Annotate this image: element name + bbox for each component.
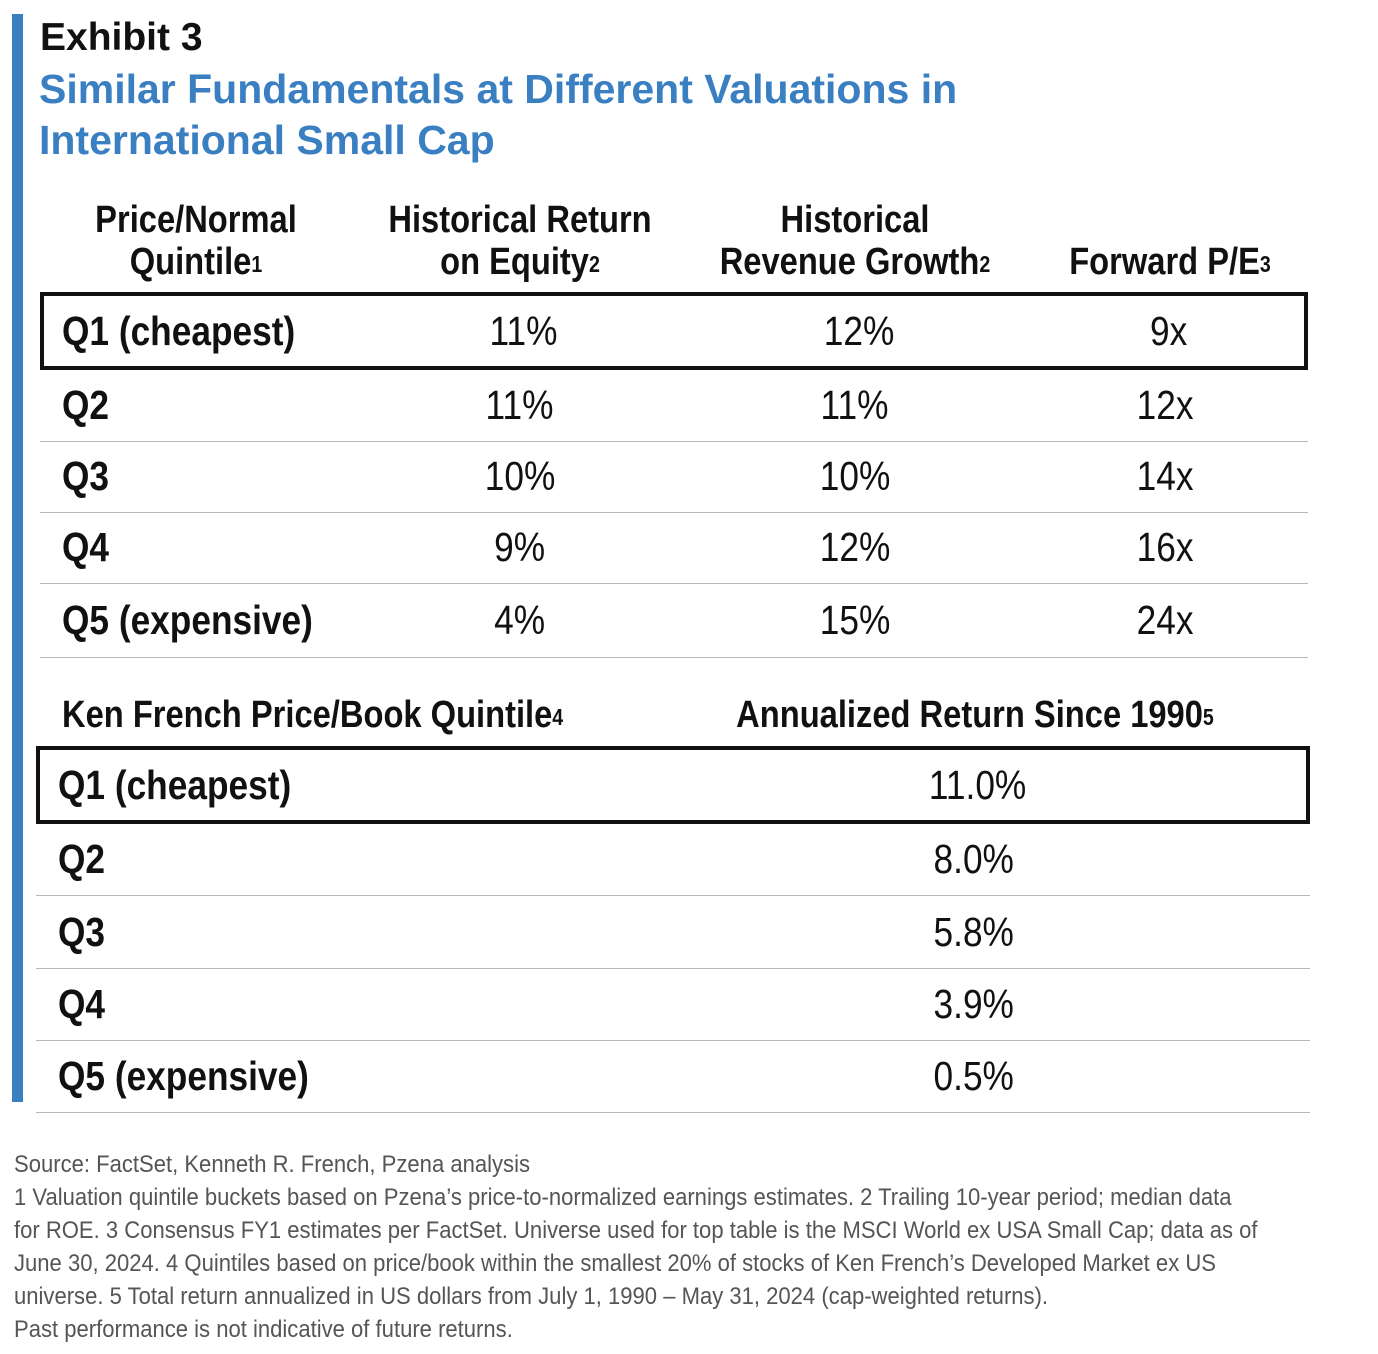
row-label: Q5 (expensive)	[62, 596, 313, 643]
table1-row-q3: Q3 10% 10% 14x	[40, 440, 1308, 513]
roe-value: 4%	[494, 596, 546, 643]
footnotes: Source: FactSet, Kenneth R. French, Pzen…	[14, 1148, 1364, 1346]
footnote-marker: 5	[1202, 704, 1214, 730]
header-line: Historical Return	[388, 199, 652, 241]
footnote-marker: 2	[588, 251, 600, 277]
header-line: Price/Normal	[95, 199, 297, 241]
header-forward-pe: Forward P/E3	[1058, 199, 1282, 283]
table2-row-q3: Q3 5.8%	[36, 896, 1310, 969]
pe-value: 14x	[1136, 452, 1194, 499]
table1-row-q4: Q4 9% 12% 16x	[40, 511, 1308, 584]
footnote-marker: 2	[979, 251, 991, 277]
return-value: 3.9%	[933, 980, 1015, 1027]
header-ken-french-quintile: Ken French Price/Book Quintile4	[62, 694, 563, 736]
pe-value: 12x	[1136, 381, 1194, 428]
table2-row-q1: Q1 (cheapest) 11.0%	[36, 746, 1310, 824]
header-price-normal: Price/Normal Quintile1	[84, 199, 308, 283]
row-label: Q2	[58, 835, 106, 882]
row-label: Q4	[58, 980, 106, 1027]
row-label: Q1 (cheapest)	[58, 761, 292, 808]
return-value: 8.0%	[933, 835, 1015, 882]
disclaimer: Past performance is not indicative of fu…	[14, 1316, 513, 1343]
header-line: Quintile	[129, 241, 252, 283]
roe-value: 10%	[484, 452, 556, 499]
growth-value: 12%	[819, 523, 891, 570]
header-line	[1058, 199, 1282, 241]
growth-value: 10%	[819, 452, 891, 499]
roe-value: 9%	[494, 523, 546, 570]
table2-row-q4: Q4 3.9%	[36, 968, 1310, 1041]
title-line-1: Similar Fundamentals at Different Valuat…	[39, 66, 958, 112]
header-revenue-growth: Historical Revenue Growth2	[709, 199, 1001, 283]
row-label: Q2	[62, 381, 110, 428]
header-roe: Historical Return on Equity2	[378, 199, 662, 283]
footnote-marker: 4	[552, 704, 564, 730]
return-value: 5.8%	[933, 908, 1015, 955]
footnote-line: universe. 5 Total return annualized in U…	[14, 1283, 1049, 1310]
title-line-2: International Small Cap	[39, 117, 495, 163]
exhibit-title: Similar Fundamentals at Different Valuat…	[39, 64, 1139, 166]
growth-value: 11%	[821, 381, 889, 428]
row-label: Q3	[58, 908, 106, 955]
growth-value: 12%	[823, 307, 895, 354]
header-line: Historical	[780, 199, 930, 241]
row-label: Q4	[62, 523, 110, 570]
table2-row-q2: Q2 8.0%	[36, 823, 1310, 896]
growth-value: 15%	[819, 596, 891, 643]
pe-value: 16x	[1136, 523, 1194, 570]
footnote-marker: 3	[1259, 251, 1271, 277]
return-value: 11.0%	[929, 761, 1027, 808]
source-note: Source: FactSet, Kenneth R. French, Pzen…	[14, 1151, 530, 1178]
header-line: on Equity	[440, 241, 589, 283]
return-value: 0.5%	[933, 1052, 1015, 1099]
footnote-line: 1 Valuation quintile buckets based on Pz…	[14, 1184, 1232, 1211]
header-annualized-return: Annualized Return Since 19905	[730, 694, 1220, 736]
roe-value: 11%	[486, 381, 554, 428]
pe-value: 9x	[1150, 307, 1188, 354]
table1-row-q1: Q1 (cheapest) 11% 12% 9x	[40, 292, 1308, 370]
accent-bar	[12, 14, 23, 1102]
roe-value: 11%	[490, 307, 558, 354]
row-label: Q3	[62, 452, 110, 499]
header-line: Annualized Return Since 1990	[736, 694, 1203, 736]
row-label: Q1 (cheapest)	[62, 307, 296, 354]
header-line: Revenue Growth	[719, 241, 980, 283]
table2-row-q5: Q5 (expensive) 0.5%	[36, 1040, 1310, 1113]
table1-row-q5: Q5 (expensive) 4% 15% 24x	[40, 583, 1308, 658]
header-line: Ken French Price/Book Quintile	[62, 694, 553, 736]
table1-row-q2: Q2 11% 11% 12x	[40, 369, 1308, 442]
exhibit-label: Exhibit 3	[40, 16, 203, 59]
pe-value: 24x	[1136, 596, 1194, 643]
row-label: Q5 (expensive)	[58, 1052, 309, 1099]
footnote-line: June 30, 2024. 4 Quintiles based on pric…	[14, 1250, 1216, 1277]
footnote-marker: 1	[251, 251, 263, 277]
header-line: Forward P/E	[1069, 241, 1260, 283]
footnote-line: for ROE. 3 Consensus FY1 estimates per F…	[14, 1217, 1258, 1244]
